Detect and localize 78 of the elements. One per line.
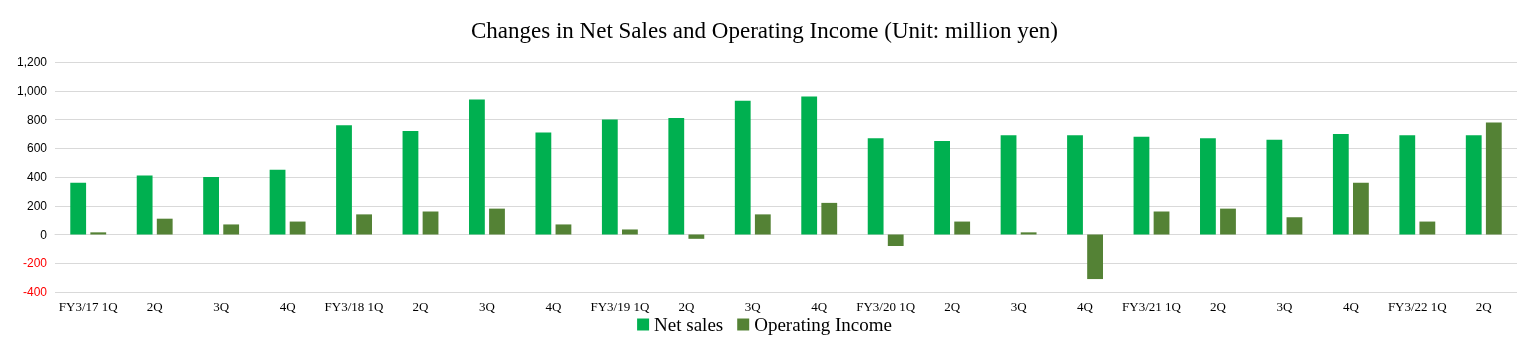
bar (1000, 135, 1017, 235)
y-tick-label: 800 (26, 112, 48, 127)
x-tick-label: 2Q (1475, 299, 1493, 314)
x-tick-label: 4Q (1077, 299, 1094, 314)
x-tick-label: 3Q (479, 299, 496, 314)
bar (1067, 135, 1083, 235)
y-tick-label: 1,200 (16, 55, 48, 69)
x-tick-label: FY3/22 1Q (1387, 299, 1448, 314)
bar (90, 232, 107, 235)
legend-label: Operating Income (754, 314, 892, 335)
x-tick-label: FY3/20 1Q (856, 299, 916, 314)
bar (269, 169, 286, 235)
y-tick-label: -200 (22, 256, 48, 271)
bar (402, 131, 419, 235)
bar (1485, 122, 1502, 235)
x-tick-label: 4Q (811, 299, 828, 314)
bar (136, 175, 153, 235)
y-tick-label: 0 (40, 227, 48, 242)
chart-title: Changes in Net Sales and Operating Income (Unit: million yen) (470, 18, 1059, 43)
y-tick-label: 600 (26, 141, 48, 156)
bar (1220, 208, 1236, 235)
bar (867, 138, 884, 235)
bar (821, 202, 838, 235)
x-tick-label: 2Q (678, 299, 695, 314)
bar (289, 221, 306, 235)
bar (489, 208, 505, 235)
bar (622, 229, 638, 235)
bar (1020, 232, 1037, 235)
x-tick-label: FY3/19 1Q (590, 299, 650, 314)
legend-label: Net sales (654, 314, 724, 335)
bar (535, 132, 552, 235)
bar (1353, 182, 1369, 235)
bar (70, 182, 87, 235)
bar (156, 218, 173, 235)
bar (422, 211, 439, 235)
y-tick-label: 200 (26, 198, 48, 213)
bar (1332, 133, 1349, 235)
x-tick-label: 4Q (279, 299, 297, 314)
bar (356, 214, 372, 235)
x-tick-label: 3Q (744, 299, 762, 314)
bar (1399, 135, 1416, 235)
bar (688, 234, 705, 239)
bar (954, 221, 971, 235)
bar (754, 214, 771, 235)
x-tick-label: FY3/18 1Q (324, 299, 385, 314)
x-tick-label: 2Q (412, 299, 430, 314)
bar (887, 234, 904, 246)
bar (1133, 136, 1150, 235)
bar (801, 96, 818, 235)
x-tick-label: FY3/17 1Q (58, 299, 119, 314)
x-tick-label: 4Q (545, 299, 562, 314)
x-tick-label: 3Q (1010, 299, 1028, 314)
bar (734, 100, 751, 235)
bar (1266, 139, 1283, 235)
x-tick-label: 2Q (944, 299, 961, 314)
x-tick-label: 3Q (213, 299, 230, 314)
x-tick-label: 3Q (1276, 299, 1293, 314)
x-tick-label: FY3/21 1Q (1122, 299, 1182, 314)
bar (1286, 217, 1303, 235)
bar (469, 99, 485, 235)
bar (1465, 135, 1482, 235)
y-tick-label: -400 (22, 285, 48, 299)
bar (1153, 211, 1170, 235)
bar (1087, 234, 1103, 280)
bar (668, 118, 685, 235)
bar (555, 224, 572, 235)
bar (934, 141, 950, 235)
bar (203, 177, 219, 235)
bar (601, 119, 618, 235)
bar (223, 224, 240, 235)
bar (1200, 138, 1216, 235)
bar (1419, 221, 1436, 235)
x-tick-label: 2Q (1210, 299, 1227, 314)
x-tick-label: 2Q (146, 299, 164, 314)
bar (336, 125, 352, 235)
y-tick-label: 400 (26, 170, 48, 184)
x-tick-label: 4Q (1342, 299, 1360, 314)
y-tick-label: 1,000 (16, 83, 48, 98)
